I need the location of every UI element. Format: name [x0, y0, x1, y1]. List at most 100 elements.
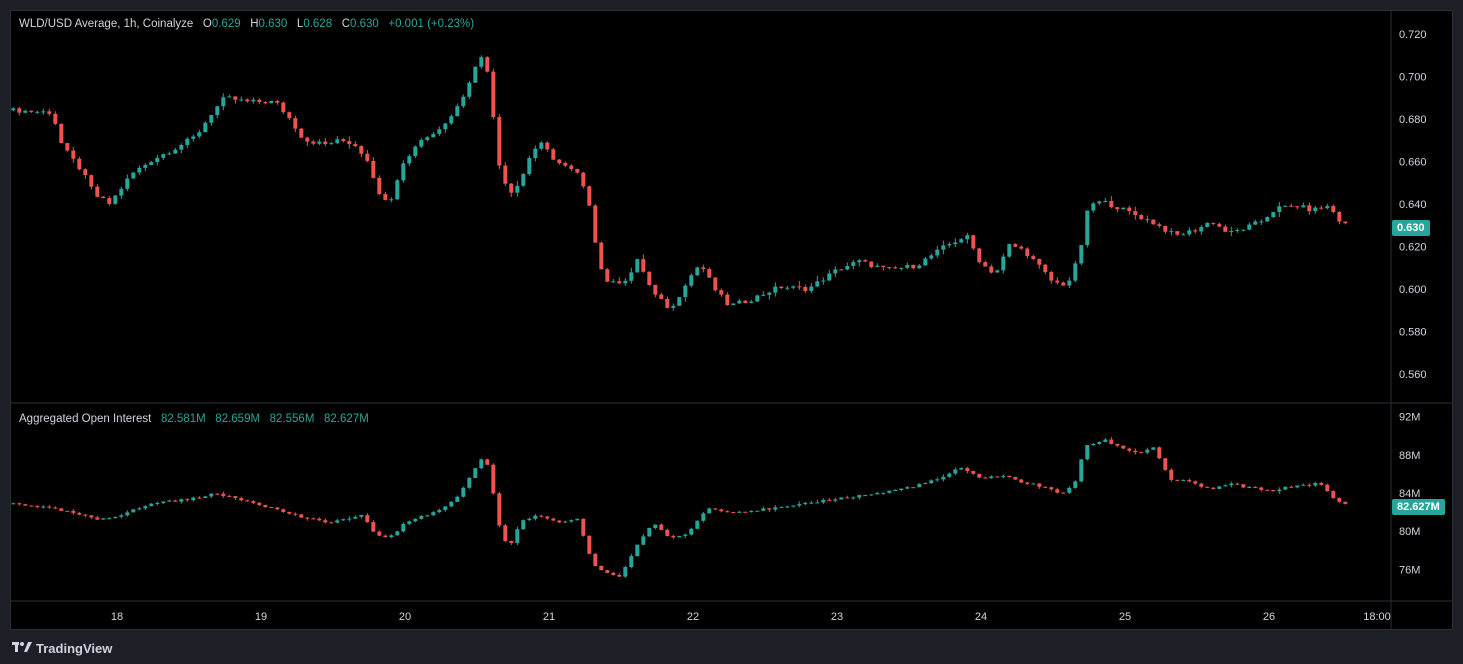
- price-candle-body: [1097, 201, 1102, 204]
- price-candle-body: [239, 99, 244, 101]
- oi-candle-body: [995, 476, 1000, 478]
- chart-canvas[interactable]: 0.720 0.700 0.680 0.660 0.640 0.620 0.600 0.580…: [11, 11, 1452, 629]
- price-candle-body: [833, 269, 838, 274]
- price-candle-body: [323, 141, 328, 144]
- price-candle-body: [221, 97, 226, 107]
- oi-candle-body: [791, 505, 796, 507]
- oi-candle-body: [77, 512, 82, 515]
- price-candle-body: [1133, 211, 1138, 216]
- price-candle-body: [527, 158, 532, 175]
- price-y-tick-label: 0.720: [1399, 29, 1427, 41]
- price-candle-body: [305, 137, 310, 142]
- oi-candle-body: [71, 510, 76, 513]
- price-candle-body: [317, 141, 322, 144]
- oi-candle-body: [1217, 486, 1222, 489]
- price-y-tick-label: 0.580: [1399, 326, 1427, 338]
- price-candle-body: [1289, 205, 1294, 207]
- tradingview-brand[interactable]: TradingView: [12, 638, 112, 658]
- price-candle-body: [335, 139, 340, 144]
- high-label: H: [250, 18, 259, 30]
- price-candle-body: [1259, 221, 1264, 223]
- price-candle-body: [413, 146, 418, 157]
- price-candle-body: [1073, 263, 1078, 281]
- oi-candle-body: [689, 528, 694, 535]
- oi-candle-body: [185, 499, 190, 501]
- oi-candle-body: [785, 506, 790, 508]
- oi-candle-body: [263, 505, 268, 508]
- oi-candle-body: [1061, 492, 1066, 494]
- oi-candle-body: [1199, 483, 1204, 487]
- oi-candle-body: [875, 493, 880, 495]
- price-candle-body: [1337, 212, 1342, 222]
- price-candle-body: [383, 194, 388, 200]
- oi-last-tag: 82.627M: [1392, 499, 1445, 515]
- oi-candle-body: [377, 531, 382, 536]
- oi-candle-body: [1019, 479, 1024, 483]
- price-candle-body: [905, 264, 910, 268]
- oi-candle-body: [281, 509, 286, 512]
- oi-legend: Aggregated Open Interest 82.581M 82.659M…: [19, 413, 369, 425]
- close-value: 0.630: [350, 18, 379, 30]
- price-candle-body: [53, 113, 58, 124]
- oi-candle-body: [1319, 482, 1324, 485]
- oi-candle-body: [179, 499, 184, 502]
- price-candle-body: [941, 245, 946, 250]
- oi-candle-body: [113, 516, 118, 519]
- price-candle-body: [1103, 200, 1108, 202]
- oi-candle-body: [1301, 484, 1306, 486]
- oi-candle-body: [1295, 485, 1300, 488]
- oi-candle-body: [977, 473, 982, 478]
- price-candle-body: [521, 174, 526, 186]
- price-candle-body: [971, 235, 976, 249]
- price-candle-body: [365, 153, 370, 161]
- oi-candle-body: [305, 517, 310, 519]
- price-candle-body: [1067, 280, 1072, 286]
- oi-candle-body: [893, 489, 898, 491]
- oi-candle-body: [905, 487, 910, 489]
- price-candle-body: [791, 286, 796, 288]
- price-candle-body: [1301, 205, 1306, 208]
- price-candle-body: [515, 185, 520, 193]
- oi-candle-body: [1241, 484, 1246, 488]
- price-candle-body: [743, 300, 748, 303]
- oi-candle-body: [1325, 484, 1330, 492]
- oi-close-value: 82.627M: [324, 413, 369, 425]
- x-tick-label: 18: [111, 611, 123, 623]
- price-candle-body: [1163, 225, 1168, 232]
- price-candle-body: [131, 172, 136, 179]
- oi-candle-body: [389, 535, 394, 538]
- oi-candle-body: [125, 512, 130, 516]
- oi-candle-body: [149, 503, 154, 507]
- oi-candle-body: [551, 518, 556, 521]
- oi-candle-body: [233, 496, 238, 499]
- price-candle-body: [1319, 207, 1324, 209]
- price-candle-body: [155, 157, 160, 163]
- oi-candle-body: [1139, 452, 1144, 454]
- oi-candle-body: [143, 506, 148, 509]
- oi-candle-body: [797, 504, 802, 506]
- oi-candle-body: [59, 508, 64, 511]
- price-candle-body: [1031, 256, 1036, 260]
- price-candle-body: [329, 143, 334, 145]
- oi-candle-body: [119, 515, 124, 517]
- oi-candle-body: [827, 499, 832, 501]
- x-tick-label: 23: [831, 611, 843, 623]
- oi-candle-body: [1127, 448, 1132, 451]
- price-candle-body: [923, 258, 928, 266]
- price-candle-body: [629, 272, 634, 281]
- price-candle-body: [539, 142, 544, 149]
- price-last-tag: 0.630: [1392, 220, 1430, 236]
- oi-candle-body: [533, 515, 538, 519]
- price-candle-body: [377, 177, 382, 195]
- oi-candle-body: [779, 506, 784, 508]
- oi-candle-body: [197, 497, 202, 499]
- price-candle-body: [353, 144, 358, 147]
- price-candle-body: [311, 141, 316, 144]
- price-candle-body: [407, 156, 412, 164]
- oi-candle-body: [539, 515, 544, 517]
- price-candle-body: [881, 265, 886, 268]
- oi-candle-body: [1025, 482, 1030, 484]
- oi-candle-body: [335, 520, 340, 523]
- price-candle-body: [689, 275, 694, 286]
- oi-candle-body: [725, 511, 730, 513]
